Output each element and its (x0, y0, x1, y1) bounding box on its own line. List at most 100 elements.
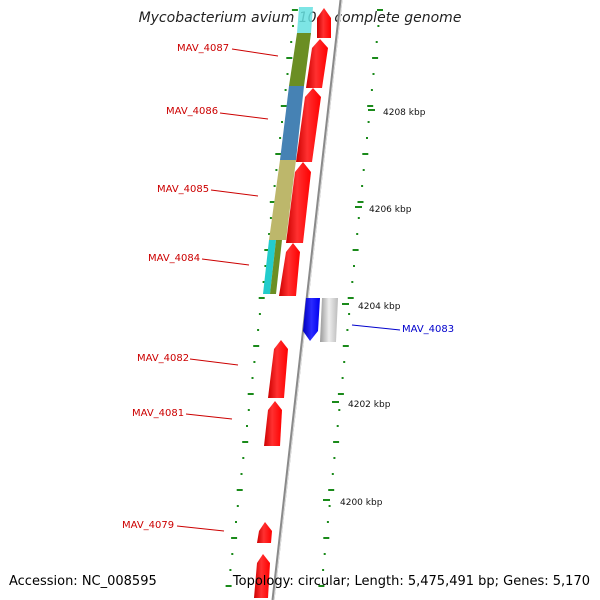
gene-arrow-mav4087 (306, 39, 328, 88)
gene-arrow-mav4082 (268, 340, 288, 398)
inner-tick (253, 345, 260, 347)
cog-strip-cyan-top (297, 7, 313, 33)
gene-arrow-top (317, 8, 331, 38)
outer-tick (367, 105, 374, 107)
outer-tick (357, 201, 364, 203)
inner-tick (225, 585, 232, 587)
outer-tick (323, 537, 330, 539)
label-mav4084: MAV_4084 (148, 253, 200, 264)
inner-tick (291, 9, 298, 11)
outer-tick (362, 153, 369, 155)
leader-mav4081 (185, 413, 233, 420)
leader-mav4086 (219, 112, 269, 120)
inner-tick (275, 169, 278, 171)
outer-tick (342, 345, 349, 347)
outer-tick (377, 9, 383, 11)
outer-tick (341, 377, 344, 379)
inner-tick (284, 89, 287, 91)
gene-arrow-mav4083 (303, 298, 320, 341)
inner-tick (280, 105, 287, 107)
outer-tick (351, 281, 354, 283)
kbp-label-4208: 4208 kbp (383, 108, 426, 118)
label-mav4083: MAV_4083 (402, 324, 454, 335)
leader-mav4082 (189, 358, 239, 366)
inner-tick (292, 25, 294, 27)
label-leaders (176, 48, 401, 532)
cog-strip-olive-4087 (289, 33, 311, 86)
outer-tick (366, 137, 368, 139)
outer-tick (370, 89, 373, 91)
outer-tick (353, 265, 355, 267)
inner-tick (273, 185, 276, 187)
inner-tick (262, 281, 265, 283)
label-mav4085: MAV_4085 (157, 184, 209, 195)
genome-stats-text: Topology: circular; Length: 5,475,491 bp… (232, 574, 590, 589)
leader-mav4087 (231, 48, 279, 57)
inner-tick (253, 361, 256, 363)
inner-tick (269, 201, 276, 203)
inner-tick (251, 377, 254, 379)
inner-tick (236, 505, 239, 507)
outer-tick (318, 585, 325, 587)
label-mav4079: MAV_4079 (122, 520, 174, 531)
kbp-label-4202: 4202 kbp (348, 400, 391, 410)
inner-tick (279, 137, 282, 139)
inner-tick (290, 41, 293, 43)
outer-tick (336, 425, 339, 427)
outer-tick (331, 473, 334, 475)
inner-tick (269, 217, 272, 219)
inner-tick (258, 297, 265, 299)
outer-tick (357, 217, 360, 219)
outer-tick (326, 521, 329, 523)
outer-tick (337, 393, 344, 395)
inner-tick (246, 425, 248, 427)
gene-arrow-mav4079 (257, 522, 272, 543)
cog-strips (263, 7, 313, 294)
gene-arrow-mav4086 (296, 88, 321, 162)
inner-tick (264, 249, 271, 251)
outer-tick (377, 25, 380, 27)
accession-text: Accession: NC_008595 (9, 574, 157, 589)
outer-tick (367, 121, 370, 123)
label-mav4086: MAV_4086 (166, 106, 218, 117)
inner-tick (286, 73, 289, 75)
inner-tick (231, 553, 234, 555)
outer-tick (356, 233, 359, 235)
label-mav4087: MAV_4087 (177, 43, 229, 54)
inner-tick (236, 489, 243, 491)
outer-tick (323, 553, 326, 555)
inner-tick (242, 441, 249, 443)
leader-mav4084 (201, 258, 250, 266)
kbp-scale-labels: 4208 kbp 4206 kbp 4204 kbp 4202 kbp 4200… (323, 108, 426, 508)
outer-tick (338, 409, 341, 411)
forward-genes (254, 8, 331, 598)
inner-tick (229, 569, 232, 571)
outer-tick (347, 297, 354, 299)
gene-labels: MAV_4087 MAV_4086 MAV_4085 MAV_4084 MAV_… (122, 43, 454, 531)
kbp-label-4200: 4200 kbp (340, 498, 383, 508)
gene-arrow-bottom (254, 554, 270, 598)
kbp-label-4204: 4204 kbp (358, 302, 401, 312)
cog-strip-khaki-4085 (269, 160, 296, 240)
scale-ticks (225, 9, 383, 587)
inner-tick (247, 409, 250, 411)
inner-tick (275, 153, 282, 155)
inner-tick (268, 233, 271, 235)
inner-tick (242, 457, 245, 459)
leader-mav4085 (210, 189, 259, 197)
outer-tick (322, 569, 325, 571)
outer-tick (333, 441, 340, 443)
outer-tick (348, 313, 351, 315)
label-mav4081: MAV_4081 (132, 408, 184, 419)
inner-tick (264, 265, 267, 267)
outer-tick (352, 249, 359, 251)
gene-arrow-mav4085 (286, 162, 311, 243)
inner-tick (281, 121, 283, 123)
inner-tick (286, 57, 293, 59)
inner-tick (235, 521, 237, 523)
inner-tick (247, 393, 254, 395)
outer-tick (372, 73, 375, 75)
outer-tick (343, 361, 346, 363)
outer-tick (328, 489, 335, 491)
